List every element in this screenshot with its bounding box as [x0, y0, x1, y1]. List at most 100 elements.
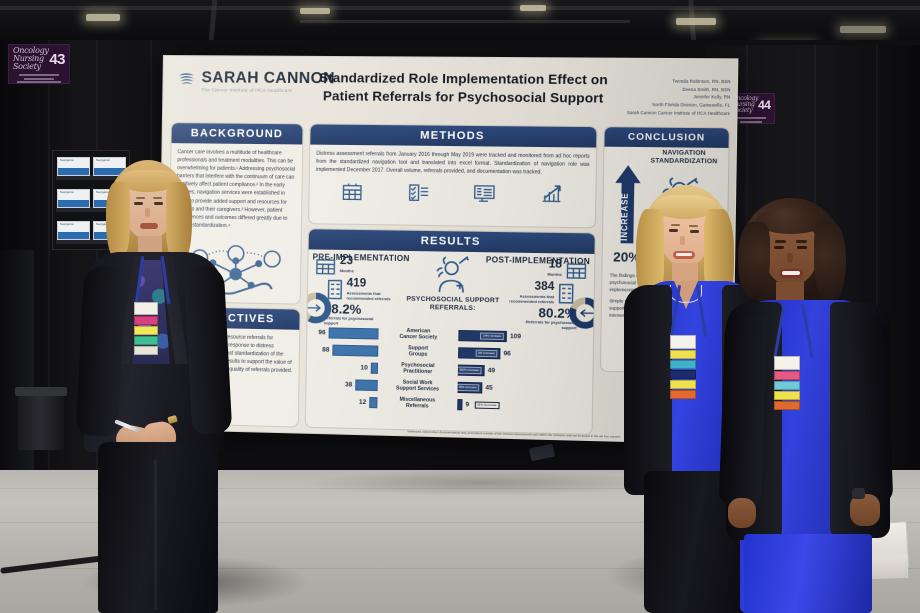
presenter-3	[718, 198, 914, 613]
smartwatch	[852, 488, 865, 499]
conference-badge-stack	[774, 356, 800, 411]
badge-ribbon	[774, 381, 800, 390]
hair-bangs	[120, 170, 178, 192]
ceiling-light	[840, 26, 886, 33]
side-panel	[0, 250, 34, 490]
checklist-clipboard-icon	[407, 182, 430, 203]
ceiling-truss	[300, 20, 630, 23]
post-bar	[457, 399, 463, 411]
hair	[738, 222, 770, 300]
donut-chart-left-arrow-icon	[568, 296, 596, 329]
badge-ribbon	[134, 336, 158, 345]
post-bar-value: 45	[485, 384, 493, 392]
booth-number-label: 43	[49, 50, 65, 68]
pre-bar-value: 12	[358, 398, 367, 406]
pre-bar-value: 38	[344, 381, 353, 389]
referrals-chart-title-line2: REFERRALS:	[429, 304, 476, 313]
ceiling-light	[520, 5, 546, 11]
badge-ribbon	[670, 380, 696, 389]
trousers	[98, 442, 218, 613]
pre-assessments-value: 419	[346, 277, 367, 290]
post-bar-value: 9	[465, 401, 470, 409]
badge-ribbon	[670, 350, 696, 359]
post-months-value: 18	[548, 258, 563, 271]
panel-results: RESULTS PRE-IMPLEMENTATION POST-IMPLEMEN…	[304, 228, 596, 435]
change-badge: 14% Increase	[480, 332, 504, 340]
bar-category-label: Support Groups	[408, 344, 429, 358]
poster-authors: Twonda Robinson, RN, BSN Deena Smith, RN…	[604, 77, 731, 117]
badge-ribbon	[670, 360, 696, 369]
arm-left	[75, 265, 127, 437]
pre-assessments-label: Assessments that recommended referrals	[346, 289, 391, 301]
sarah-cannon-swoosh-logo-icon	[178, 73, 194, 84]
post-bar: 14% Increase	[458, 329, 507, 343]
affiliation-2: Sarah Cannon Cancer Institute of HCA Hea…	[626, 109, 731, 116]
calendar-icon	[565, 260, 588, 281]
conclusion-top-label: NAVIGATION STANDARDIZATION	[640, 149, 729, 167]
presenter-1	[68, 160, 258, 613]
badge-ribbon	[670, 370, 696, 379]
panel-background-heading: BACKGROUND	[171, 123, 303, 144]
change-badge: 25% Decrease	[474, 401, 500, 409]
poster-header: SARAH CANNON The Cancer Institute of HCA…	[163, 56, 737, 123]
referrals-bar-chart: 96 American Cancer Society 14% Increase 1…	[310, 324, 589, 416]
dress-skirt	[744, 534, 872, 613]
trouser-seam	[154, 460, 157, 610]
arm-right	[183, 265, 233, 435]
badge-ribbon	[134, 346, 158, 355]
floor-shadow	[300, 470, 660, 496]
badge-ribbon	[774, 401, 800, 410]
pre-months-value: 23	[339, 254, 354, 268]
post-bar-value: 49	[487, 367, 496, 375]
hair	[814, 222, 846, 304]
poster-logo: SARAH CANNON The Cancer Institute of HCA…	[177, 69, 335, 94]
calendar-icon	[314, 256, 337, 277]
panel-methods-text: Distress assessment referrals from Janua…	[315, 150, 590, 176]
badge-ribbon	[134, 316, 158, 325]
pre-bar-value: 88	[322, 346, 330, 354]
hand-left	[728, 498, 756, 528]
booth-sign-script: Oncology Nursing Society	[732, 95, 759, 114]
pre-bar	[369, 396, 378, 409]
post-bar: 390% Increase	[456, 364, 485, 377]
methods-icon-row	[309, 179, 595, 205]
badge-card	[134, 302, 158, 315]
badge-ribbon	[774, 371, 800, 380]
conference-badge-stack	[134, 302, 158, 356]
spreadsheet-monitor-icon	[473, 183, 496, 204]
change-badge: 390% Increase	[456, 366, 482, 374]
post-bar: 9% Increase	[458, 347, 501, 360]
badge-ribbon	[670, 390, 696, 399]
post-bar-value: 96	[503, 350, 511, 358]
bar-category-label: Social Work Support Services	[396, 379, 440, 393]
bar-category-label: American Cancer Society	[399, 327, 438, 341]
ceiling-light	[676, 18, 716, 25]
pre-bar	[332, 344, 379, 357]
pre-bar	[355, 379, 378, 392]
poster-title: Standardized Role Implementation Effect …	[319, 70, 608, 106]
change-badge: 9% Increase	[475, 350, 498, 357]
bar-category-label: Psychosocial Practitioner	[401, 361, 435, 375]
conclusion-top-line2: STANDARDIZATION	[650, 157, 718, 166]
badge-card	[774, 356, 800, 370]
svg-text:INCREASE: INCREASE	[620, 192, 630, 240]
pre-months-label: Months	[339, 267, 354, 273]
bar-category-label: Miscellaneous Referrals	[399, 396, 436, 410]
ceiling-truss	[0, 6, 920, 10]
conference-badge-stack	[670, 335, 696, 400]
growth-arrow-chart-icon	[540, 184, 563, 205]
badge-card	[670, 335, 696, 349]
up-arrow-icon: INCREASE	[614, 164, 641, 244]
blazer-left	[624, 285, 672, 495]
calendar-icon	[341, 181, 364, 201]
change-badge: 18% Increase	[455, 384, 480, 392]
panel-conclusion: CONCLUSION NAVIGATION STANDARDIZATION IN…	[599, 126, 730, 375]
hand-right	[850, 494, 880, 526]
pre-bar-value: 96	[318, 329, 326, 337]
ceiling-light	[300, 8, 330, 14]
post-assessments-label: Assessments that recommended referrals	[509, 293, 555, 304]
badge-ribbon	[774, 391, 800, 400]
arm-left	[718, 315, 768, 507]
referrals-chart-title: PSYCHOSOCIAL SUPPORT REFERRALS:	[405, 296, 500, 314]
